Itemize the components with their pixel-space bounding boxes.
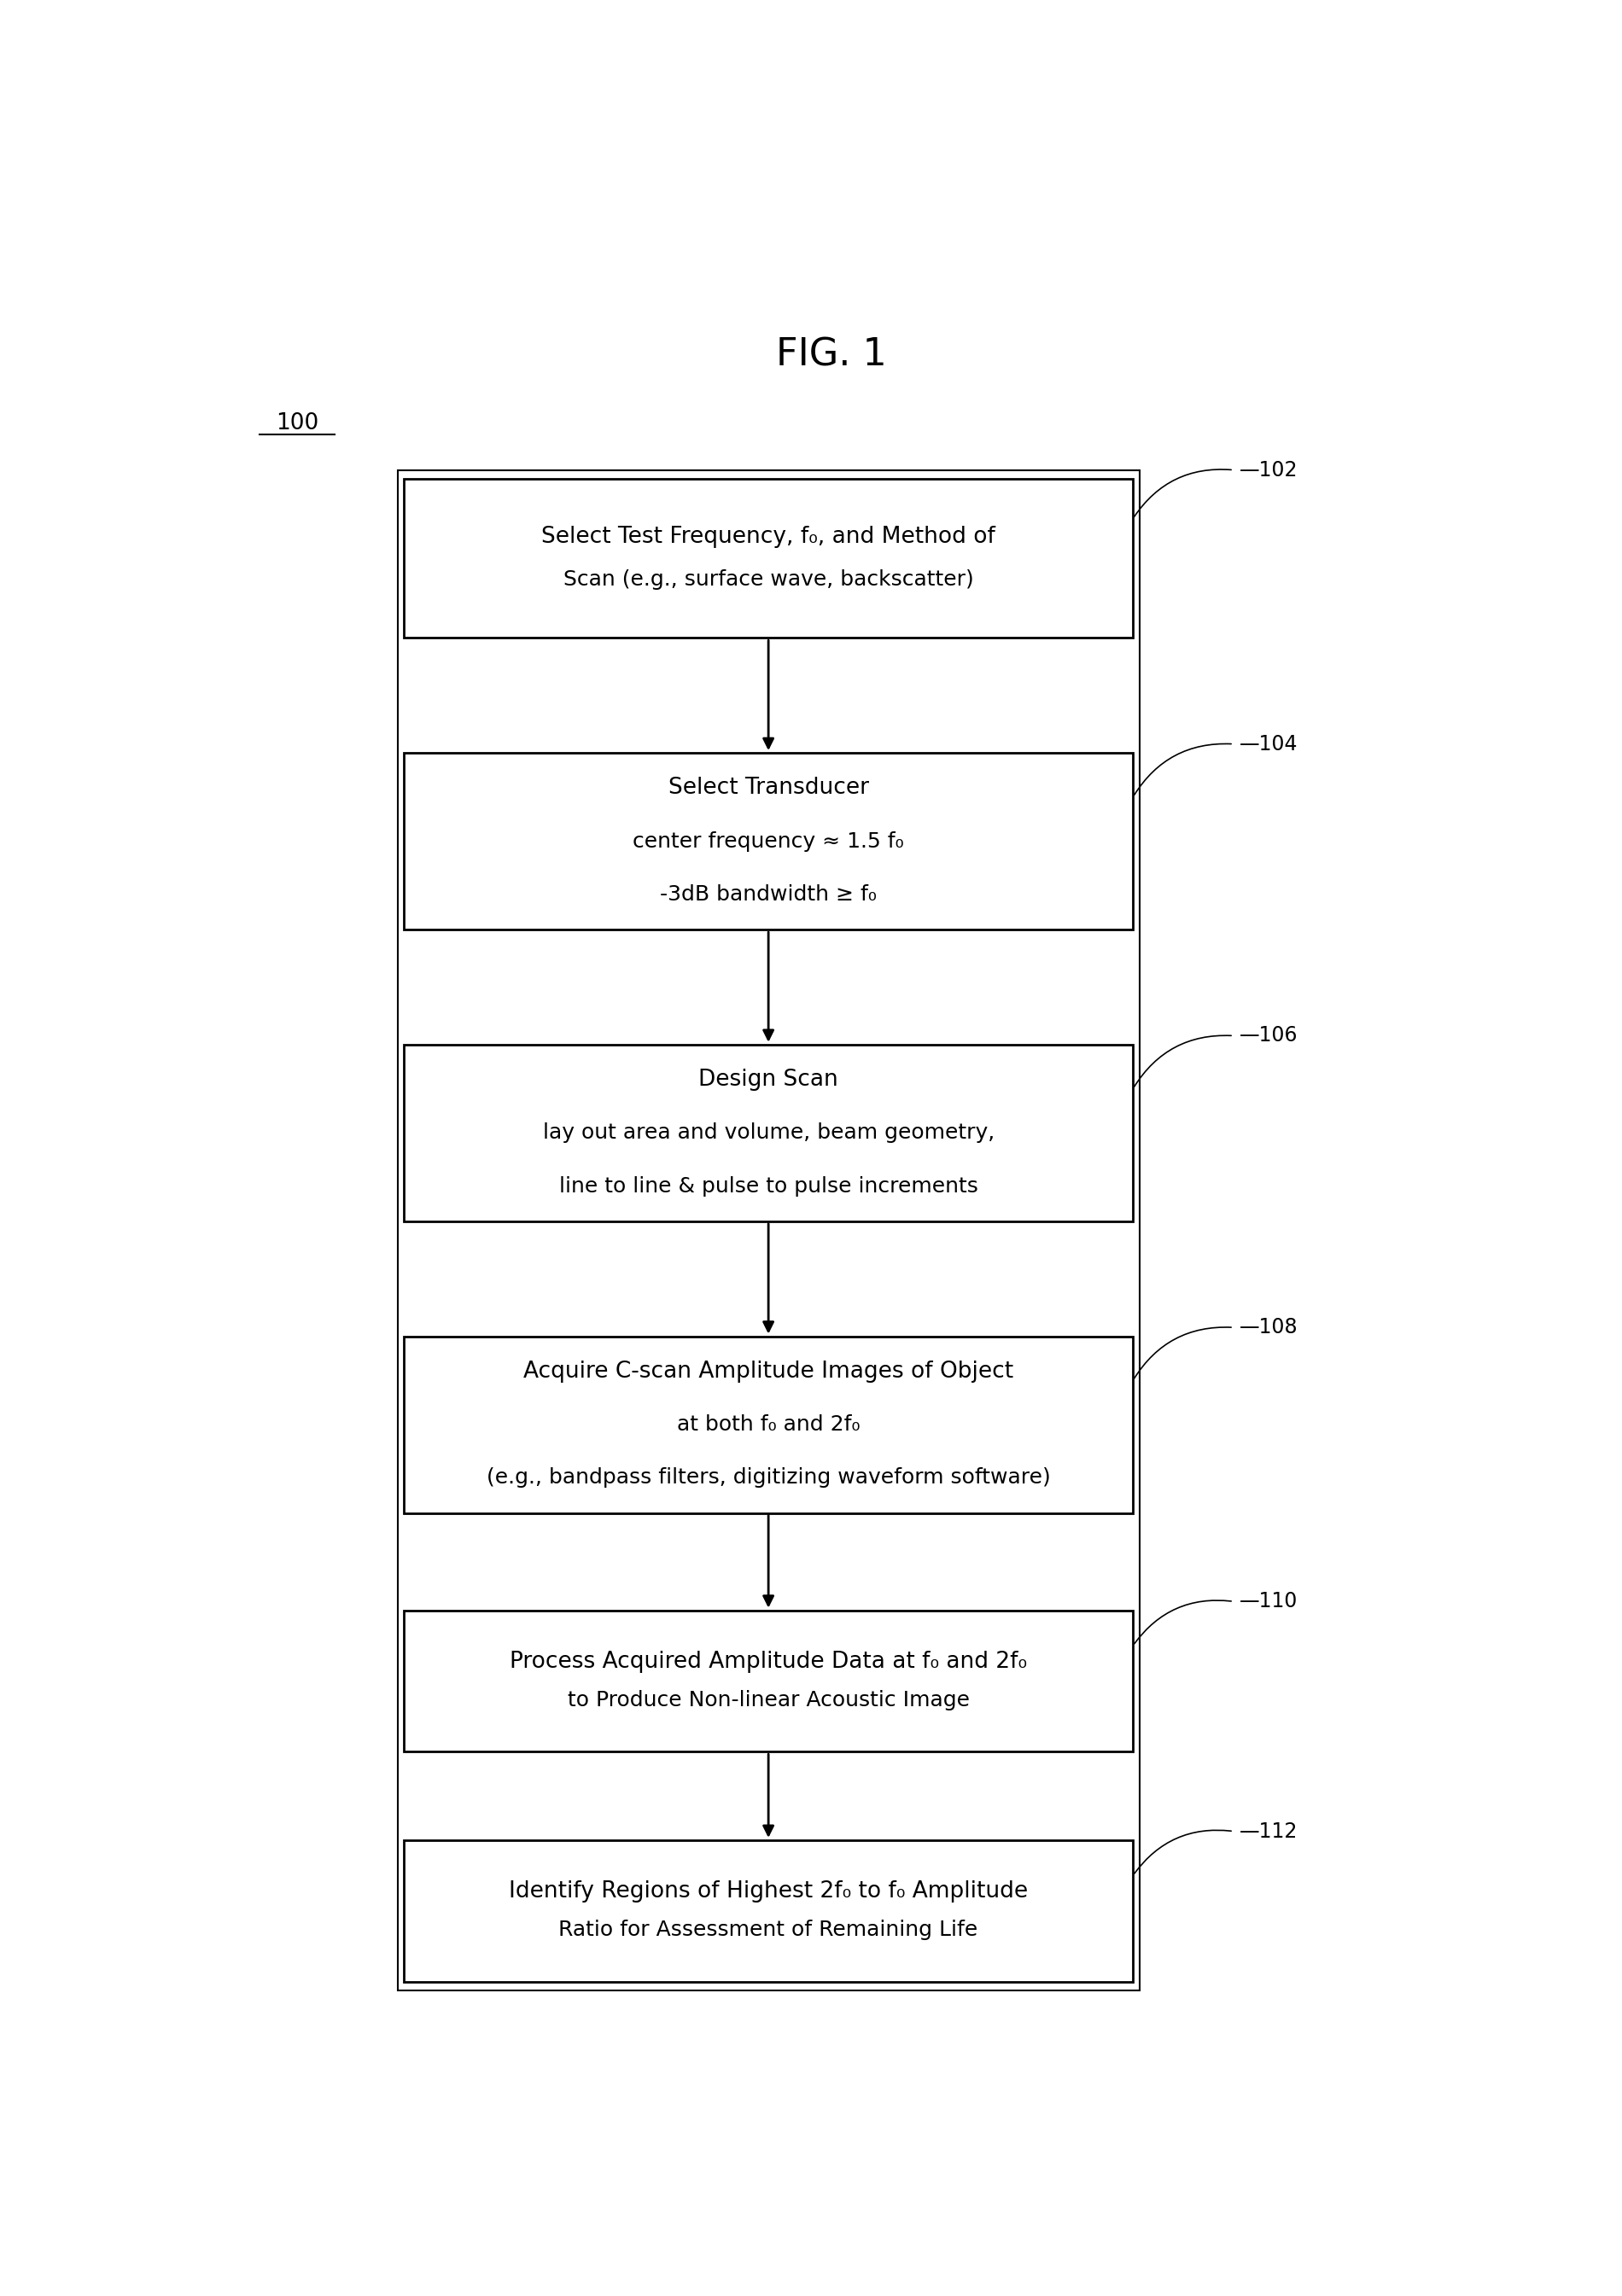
Text: Process Acquired Amplitude Data at f₀ and 2f₀: Process Acquired Amplitude Data at f₀ an…	[509, 1651, 1027, 1674]
Text: to Produce Non-linear Acoustic Image: to Produce Non-linear Acoustic Image	[568, 1690, 970, 1711]
Text: at both f₀ and 2f₀: at both f₀ and 2f₀	[676, 1414, 860, 1435]
Text: Acquire C-scan Amplitude Images of Object: Acquire C-scan Amplitude Images of Objec…	[524, 1362, 1014, 1382]
Bar	[397, 471, 1139, 1991]
Text: Ratio for Assessment of Remaining Life: Ratio for Assessment of Remaining Life	[558, 1919, 978, 1940]
Text: FIG. 1: FIG. 1	[775, 338, 887, 374]
Text: (e.g., bandpass filters, digitizing waveform software): (e.g., bandpass filters, digitizing wave…	[487, 1467, 1051, 1488]
Text: Design Scan: Design Scan	[699, 1070, 839, 1091]
Text: -3dB bandwidth ≥ f₀: -3dB bandwidth ≥ f₀	[660, 884, 878, 905]
Text: Scan (e.g., surface wave, backscatter): Scan (e.g., surface wave, backscatter)	[563, 569, 973, 590]
Bar	[404, 480, 1132, 638]
Text: lay out area and volume, beam geometry,: lay out area and volume, beam geometry,	[542, 1123, 994, 1143]
Bar	[404, 1839, 1132, 1981]
Text: —108: —108	[1239, 1318, 1298, 1339]
Text: 100: 100	[276, 413, 318, 434]
Text: Select Transducer: Select Transducer	[668, 776, 869, 799]
Text: —104: —104	[1239, 735, 1298, 755]
Text: Identify Regions of Highest 2f₀ to f₀ Amplitude: Identify Regions of Highest 2f₀ to f₀ Am…	[509, 1880, 1028, 1903]
Bar	[404, 1336, 1132, 1513]
Text: —106: —106	[1239, 1026, 1298, 1047]
Text: Select Test Frequency, f₀, and Method of: Select Test Frequency, f₀, and Method of	[542, 526, 996, 549]
Text: —102: —102	[1239, 459, 1298, 480]
Text: —110: —110	[1239, 1591, 1298, 1612]
Text: —112: —112	[1239, 1821, 1298, 1841]
Text: line to line & pulse to pulse increments: line to line & pulse to pulse increments	[560, 1176, 978, 1196]
Bar	[404, 1609, 1132, 1752]
Bar	[404, 753, 1132, 930]
Bar	[404, 1045, 1132, 1221]
Text: center frequency ≈ 1.5 f₀: center frequency ≈ 1.5 f₀	[633, 831, 903, 852]
